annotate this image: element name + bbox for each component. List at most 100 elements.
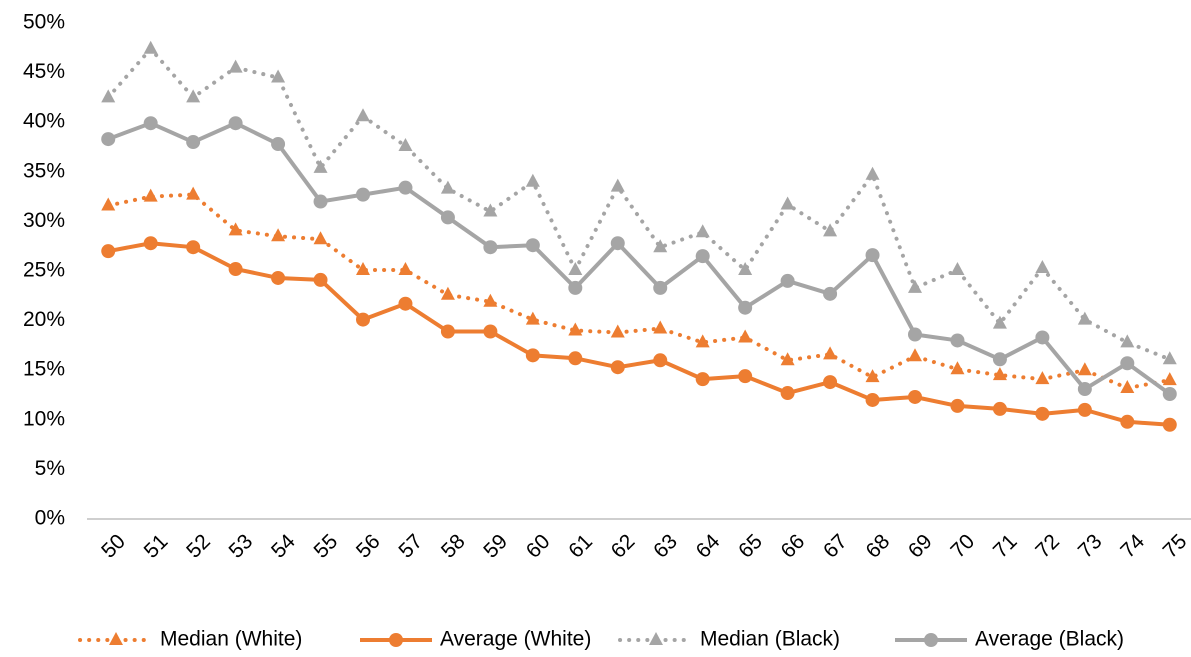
marker xyxy=(440,286,455,300)
marker xyxy=(271,137,286,152)
marker xyxy=(525,311,540,325)
marker xyxy=(313,194,328,209)
y-tick-label: 0% xyxy=(35,507,65,530)
x-tick-label: 70 xyxy=(946,530,979,563)
y-tick-label: 15% xyxy=(23,358,65,381)
marker xyxy=(440,210,455,225)
marker xyxy=(865,392,880,407)
x-tick-label: 56 xyxy=(352,530,385,563)
marker xyxy=(186,186,201,200)
marker xyxy=(1035,330,1050,345)
legend-item: Average (White) xyxy=(360,628,591,651)
marker xyxy=(568,262,583,276)
x-tick-label: 50 xyxy=(97,530,130,563)
marker xyxy=(101,89,116,103)
marker xyxy=(313,231,328,245)
y-tick-label: 30% xyxy=(23,209,65,232)
y-tick-label: 10% xyxy=(23,407,65,430)
marker xyxy=(950,262,965,276)
marker xyxy=(356,187,370,202)
marker xyxy=(653,320,668,334)
marker xyxy=(525,348,540,363)
marker xyxy=(1120,380,1135,394)
marker xyxy=(568,280,583,295)
marker xyxy=(823,286,838,301)
marker xyxy=(1120,414,1135,429)
marker xyxy=(483,240,498,255)
marker xyxy=(738,262,753,276)
marker xyxy=(228,262,243,277)
x-tick-label: 63 xyxy=(649,530,682,563)
y-tick-label: 50% xyxy=(23,11,65,34)
marker xyxy=(1162,351,1177,365)
legend-label: Median (White) xyxy=(160,628,302,651)
marker xyxy=(992,315,1007,329)
marker xyxy=(228,59,243,73)
marker xyxy=(610,178,625,192)
x-tick-label: 75 xyxy=(1159,530,1191,563)
marker xyxy=(780,386,795,401)
marker xyxy=(950,398,965,413)
x-tick-label: 51 xyxy=(140,530,173,563)
x-tick-label: 62 xyxy=(607,530,640,563)
x-tick-label: 67 xyxy=(819,530,852,563)
marker xyxy=(143,40,158,54)
marker xyxy=(143,116,158,131)
legend-marker xyxy=(389,633,403,647)
x-tick-label: 72 xyxy=(1031,530,1064,563)
marker xyxy=(865,248,880,263)
marker xyxy=(823,346,838,360)
marker xyxy=(483,203,498,217)
marker xyxy=(1077,311,1092,325)
legend-label: Average (White) xyxy=(440,628,591,651)
series xyxy=(101,116,1177,402)
marker xyxy=(865,166,880,180)
marker xyxy=(228,222,243,236)
marker xyxy=(1162,372,1177,386)
series xyxy=(101,236,1177,432)
series xyxy=(101,40,1177,365)
marker xyxy=(101,244,116,259)
marker xyxy=(695,334,710,348)
marker xyxy=(908,279,922,293)
marker xyxy=(695,224,710,238)
marker xyxy=(908,348,922,362)
y-tick-label: 45% xyxy=(23,60,65,83)
x-tick-label: 60 xyxy=(522,530,555,563)
x-tick-label: 68 xyxy=(861,530,894,563)
marker xyxy=(780,196,795,210)
marker xyxy=(738,369,753,384)
marker xyxy=(356,108,370,122)
marker xyxy=(695,372,710,387)
marker xyxy=(101,197,116,211)
marker xyxy=(483,293,498,307)
marker xyxy=(525,238,540,253)
marker xyxy=(1077,402,1092,417)
marker xyxy=(695,249,710,264)
marker xyxy=(271,270,286,285)
marker xyxy=(908,327,922,342)
x-tick-label: 66 xyxy=(777,530,810,563)
marker xyxy=(228,116,243,131)
x-tick-label: 53 xyxy=(225,530,258,563)
marker xyxy=(143,236,158,251)
legend-marker xyxy=(924,633,938,647)
marker xyxy=(738,300,753,315)
marker xyxy=(186,135,201,150)
marker xyxy=(356,262,370,276)
marker xyxy=(143,188,158,202)
x-tick-label: 52 xyxy=(182,530,215,563)
x-tick-label: 69 xyxy=(904,530,937,563)
marker xyxy=(1120,334,1135,348)
marker xyxy=(568,351,583,366)
marker xyxy=(398,296,413,311)
marker xyxy=(780,352,795,366)
legend-label: Median (Black) xyxy=(700,628,840,651)
x-tick-label: 59 xyxy=(479,530,512,563)
marker xyxy=(950,361,965,375)
series-line xyxy=(106,192,1172,391)
x-tick-label: 57 xyxy=(394,530,427,563)
marker xyxy=(610,360,625,375)
marker xyxy=(992,401,1007,416)
